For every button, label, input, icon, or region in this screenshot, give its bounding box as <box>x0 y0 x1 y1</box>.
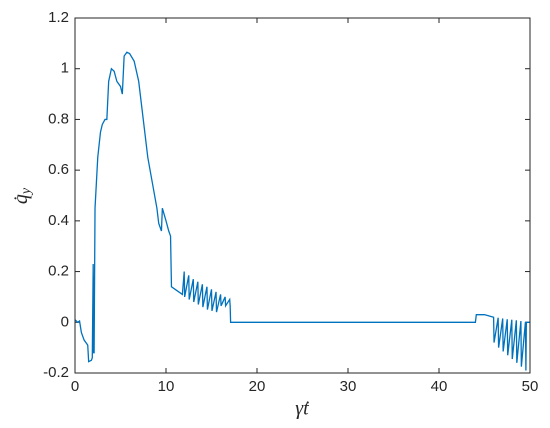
y-label-base: q̇ <box>10 194 32 204</box>
y-tick-label: 1 <box>61 60 69 77</box>
y-tick-label: 0.6 <box>48 161 69 178</box>
y-tick-label: 0.4 <box>48 212 69 229</box>
data-line <box>74 51 530 371</box>
x-tick-label: 30 <box>340 378 357 395</box>
y-tick-label: 0.2 <box>48 263 69 280</box>
y-tick-label: -0.2 <box>43 364 69 381</box>
y-tick-label: 1.2 <box>48 9 69 26</box>
y-axis-label: q̇y <box>10 187 35 204</box>
x-tick-label: 20 <box>249 378 266 395</box>
y-tick-label: 0.8 <box>48 110 69 127</box>
y-label-sub: y <box>19 187 34 196</box>
x-tick-label: 40 <box>431 378 448 395</box>
x-tick-label: 50 <box>522 378 539 395</box>
y-tick-label: 0 <box>61 313 69 330</box>
x-tick-label: 10 <box>158 378 175 395</box>
axes-box <box>74 17 531 374</box>
plot-area <box>75 18 530 373</box>
x-tick-label: 0 <box>71 378 79 395</box>
x-axis-label: γ̇t <box>295 398 309 420</box>
